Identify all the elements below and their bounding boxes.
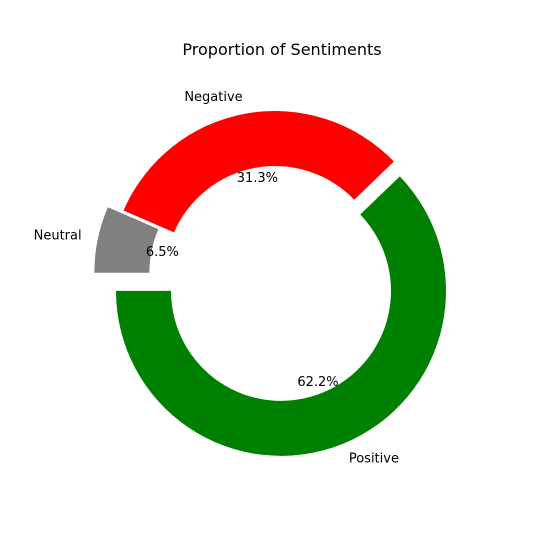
- chart-title: Proportion of Sentiments: [182, 40, 381, 59]
- slice-negative: [123, 111, 394, 233]
- percent-label-neutral: 6.5%: [146, 245, 179, 260]
- slice-label-negative: Negative: [184, 90, 242, 105]
- slices-layer: [94, 111, 446, 456]
- slice-positive: [115, 176, 446, 456]
- labels-layer: Positive 62.2% Negative 31.3% Neutral 6.5%: [34, 90, 399, 467]
- percent-label-negative: 31.3%: [237, 171, 278, 186]
- slice-label-neutral: Neutral: [34, 228, 82, 243]
- slice-label-positive: Positive: [349, 452, 399, 467]
- percent-label-positive: 62.2%: [297, 375, 338, 390]
- slice-neutral: [94, 207, 159, 273]
